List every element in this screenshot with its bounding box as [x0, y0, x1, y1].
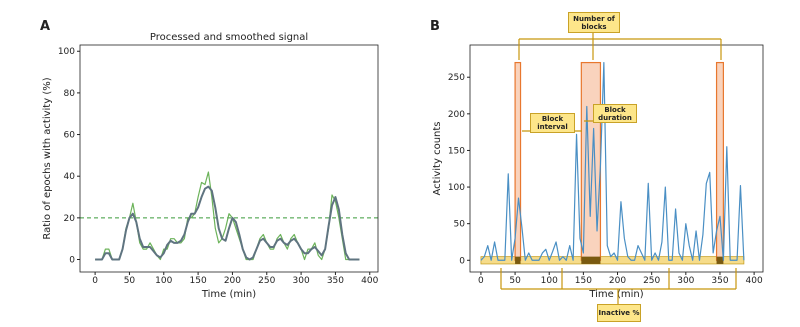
x-tick-label: 250 — [643, 276, 660, 286]
inactive-band — [480, 256, 745, 265]
y-axis-label: Ratio of epochs with activity (%) — [42, 77, 53, 239]
x-tick-label: 50 — [124, 276, 136, 286]
plot-frame — [469, 44, 764, 273]
y-axis-label: Activity counts — [432, 122, 443, 196]
active-segment — [515, 256, 521, 264]
panel: A Processed and smoothed signal Time (min)… — [40, 19, 379, 300]
x-axis-label: Time (min) — [588, 289, 643, 300]
x-tick-label: 300 — [293, 276, 310, 286]
y-tick-label: 40 — [64, 172, 76, 182]
data-line — [480, 61, 745, 261]
active-segment — [716, 256, 724, 264]
x-tick-label: 50 — [509, 276, 521, 286]
x-tick-label: 400 — [361, 276, 378, 286]
x-tick-label: 200 — [224, 276, 241, 286]
y-tick-label: 150 — [448, 146, 465, 156]
x-axis-label: Time (min) — [201, 289, 256, 300]
y-tick-label: 250 — [448, 73, 465, 83]
x-tick-label: 400 — [746, 276, 763, 286]
annotation: Inactive % — [597, 304, 641, 322]
annotation: Block interval — [530, 113, 575, 133]
y-tick-label: 20 — [64, 214, 76, 224]
x-tick-label: 250 — [258, 276, 275, 286]
y-tick-label: 100 — [448, 183, 465, 193]
x-tick-label: 100 — [155, 276, 172, 286]
x-tick-label: 200 — [609, 276, 626, 286]
panel-label: A — [40, 19, 50, 34]
x-tick-label: 350 — [711, 276, 728, 286]
block — [715, 61, 724, 261]
x-tick-label: 100 — [541, 276, 558, 286]
y-tick-label: 50 — [454, 220, 466, 230]
y-tick-label: 0 — [69, 256, 75, 266]
x-tick-label: 300 — [677, 276, 694, 286]
data-line — [95, 185, 360, 261]
annotation: Number of blocks — [568, 12, 620, 33]
y-tick-label: 200 — [448, 110, 465, 120]
annotation: Block duration — [593, 104, 637, 123]
y-tick-label: 0 — [459, 256, 465, 266]
y-tick-label: 80 — [64, 89, 76, 99]
x-tick-label: 150 — [190, 276, 207, 286]
y-tick-label: 60 — [64, 131, 76, 141]
x-tick-label: 0 — [478, 276, 484, 286]
y-tick-label: 100 — [58, 47, 75, 57]
panel-label: B — [430, 19, 440, 34]
chart-title: Processed and smoothed signal — [150, 32, 308, 43]
plot-frame — [79, 44, 379, 273]
active-segment — [581, 256, 601, 264]
panel: B Time (min) Activity counts 0 50 100 150 200 25… — [430, 19, 764, 300]
x-tick-label: 150 — [575, 276, 592, 286]
x-tick-label: 350 — [327, 276, 344, 286]
x-tick-label: 0 — [92, 276, 98, 286]
